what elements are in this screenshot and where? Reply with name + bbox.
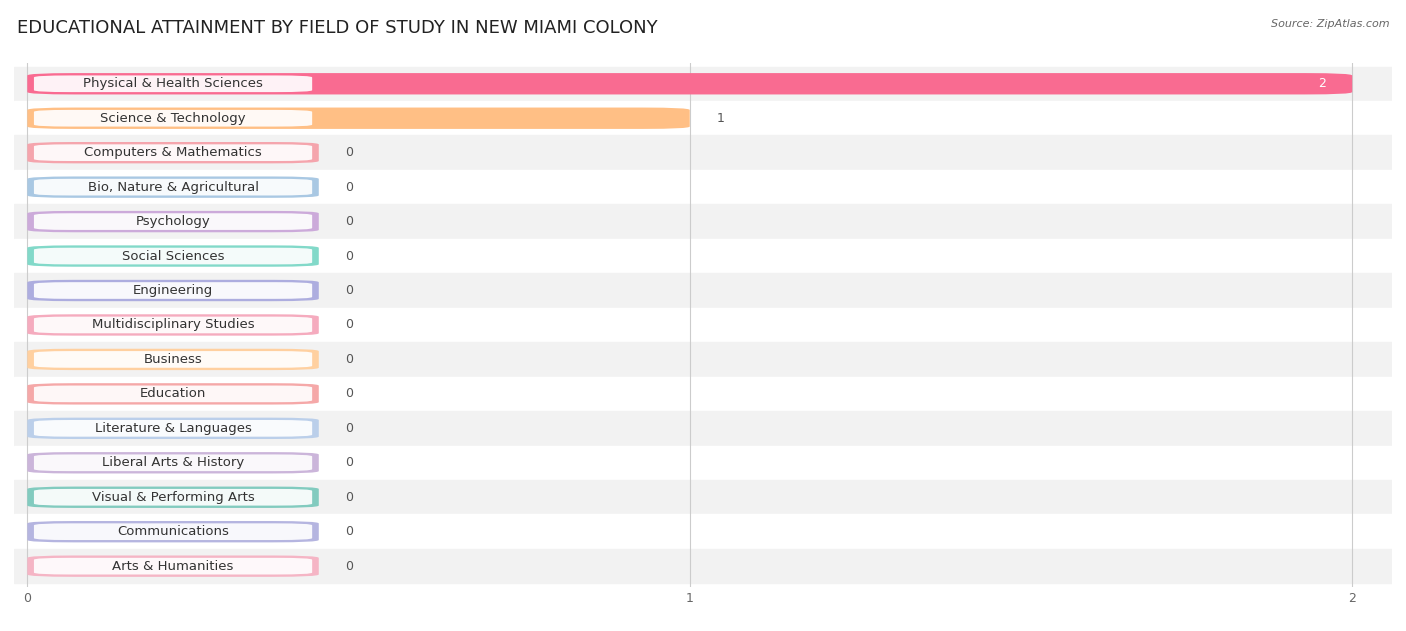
Text: Literature & Languages: Literature & Languages bbox=[94, 422, 252, 435]
FancyBboxPatch shape bbox=[27, 452, 319, 473]
Text: 0: 0 bbox=[346, 353, 353, 366]
FancyBboxPatch shape bbox=[34, 76, 312, 92]
Text: Engineering: Engineering bbox=[134, 284, 214, 297]
FancyBboxPatch shape bbox=[34, 317, 312, 333]
Bar bbox=[14, 308, 1392, 342]
Bar bbox=[14, 204, 1392, 239]
Text: 0: 0 bbox=[346, 387, 353, 401]
FancyBboxPatch shape bbox=[34, 454, 312, 471]
FancyBboxPatch shape bbox=[27, 555, 319, 577]
Text: Business: Business bbox=[143, 353, 202, 366]
FancyBboxPatch shape bbox=[34, 489, 312, 505]
Text: 0: 0 bbox=[346, 319, 353, 331]
FancyBboxPatch shape bbox=[34, 110, 312, 127]
FancyBboxPatch shape bbox=[27, 383, 319, 404]
Bar bbox=[14, 273, 1392, 308]
Text: Communications: Communications bbox=[117, 525, 229, 538]
FancyBboxPatch shape bbox=[34, 248, 312, 264]
Bar bbox=[14, 66, 1392, 101]
Text: 0: 0 bbox=[346, 560, 353, 573]
Text: 1: 1 bbox=[716, 112, 724, 125]
FancyBboxPatch shape bbox=[27, 211, 319, 232]
FancyBboxPatch shape bbox=[27, 177, 319, 198]
Text: Multidisciplinary Studies: Multidisciplinary Studies bbox=[91, 319, 254, 331]
FancyBboxPatch shape bbox=[27, 349, 319, 370]
Text: Liberal Arts & History: Liberal Arts & History bbox=[101, 456, 245, 469]
Bar bbox=[14, 342, 1392, 377]
FancyBboxPatch shape bbox=[27, 73, 1353, 95]
FancyBboxPatch shape bbox=[27, 142, 319, 163]
Bar bbox=[14, 239, 1392, 273]
FancyBboxPatch shape bbox=[34, 420, 312, 437]
Text: 0: 0 bbox=[346, 249, 353, 262]
FancyBboxPatch shape bbox=[34, 144, 312, 161]
FancyBboxPatch shape bbox=[27, 521, 319, 543]
Bar bbox=[14, 377, 1392, 411]
Bar bbox=[14, 101, 1392, 136]
Text: Visual & Performing Arts: Visual & Performing Arts bbox=[91, 491, 254, 504]
Text: 0: 0 bbox=[346, 456, 353, 469]
Text: 2: 2 bbox=[1317, 77, 1326, 90]
Bar bbox=[14, 170, 1392, 204]
Text: 0: 0 bbox=[346, 180, 353, 194]
Text: 0: 0 bbox=[346, 491, 353, 504]
FancyBboxPatch shape bbox=[34, 351, 312, 368]
Bar bbox=[14, 411, 1392, 445]
Text: 0: 0 bbox=[346, 422, 353, 435]
FancyBboxPatch shape bbox=[34, 179, 312, 196]
Text: Science & Technology: Science & Technology bbox=[100, 112, 246, 125]
Text: Bio, Nature & Agricultural: Bio, Nature & Agricultural bbox=[87, 180, 259, 194]
Text: Education: Education bbox=[139, 387, 207, 401]
Bar bbox=[14, 136, 1392, 170]
FancyBboxPatch shape bbox=[27, 280, 319, 301]
Text: 0: 0 bbox=[346, 525, 353, 538]
FancyBboxPatch shape bbox=[34, 558, 312, 574]
Text: 0: 0 bbox=[346, 215, 353, 228]
FancyBboxPatch shape bbox=[34, 523, 312, 540]
Text: 0: 0 bbox=[346, 146, 353, 159]
FancyBboxPatch shape bbox=[34, 282, 312, 299]
Text: Physical & Health Sciences: Physical & Health Sciences bbox=[83, 77, 263, 90]
FancyBboxPatch shape bbox=[27, 245, 319, 267]
Text: Arts & Humanities: Arts & Humanities bbox=[112, 560, 233, 573]
Text: EDUCATIONAL ATTAINMENT BY FIELD OF STUDY IN NEW MIAMI COLONY: EDUCATIONAL ATTAINMENT BY FIELD OF STUDY… bbox=[17, 19, 658, 37]
FancyBboxPatch shape bbox=[27, 487, 319, 508]
FancyBboxPatch shape bbox=[34, 386, 312, 402]
FancyBboxPatch shape bbox=[27, 418, 319, 439]
Text: Psychology: Psychology bbox=[135, 215, 211, 228]
FancyBboxPatch shape bbox=[27, 314, 319, 336]
Text: 0: 0 bbox=[346, 284, 353, 297]
Bar bbox=[14, 549, 1392, 584]
Text: Source: ZipAtlas.com: Source: ZipAtlas.com bbox=[1271, 19, 1389, 29]
Bar bbox=[14, 480, 1392, 514]
Bar bbox=[14, 445, 1392, 480]
Text: Social Sciences: Social Sciences bbox=[122, 249, 225, 262]
Bar bbox=[14, 514, 1392, 549]
Text: Computers & Mathematics: Computers & Mathematics bbox=[84, 146, 262, 159]
FancyBboxPatch shape bbox=[34, 213, 312, 230]
FancyBboxPatch shape bbox=[27, 107, 690, 129]
